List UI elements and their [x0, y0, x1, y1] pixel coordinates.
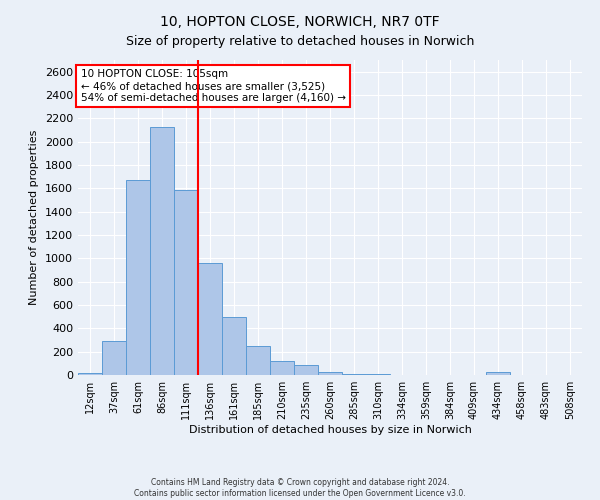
Text: 10, HOPTON CLOSE, NORWICH, NR7 0TF: 10, HOPTON CLOSE, NORWICH, NR7 0TF: [160, 15, 440, 29]
Bar: [270, 361, 294, 375]
Bar: [294, 364, 318, 375]
Bar: [366, 374, 390, 375]
Text: Size of property relative to detached houses in Norwich: Size of property relative to detached ho…: [126, 35, 474, 48]
Bar: [174, 190, 198, 375]
Bar: [198, 263, 222, 375]
X-axis label: Distribution of detached houses by size in Norwich: Distribution of detached houses by size …: [188, 425, 472, 435]
Text: Contains HM Land Registry data © Crown copyright and database right 2024.
Contai: Contains HM Land Registry data © Crown c…: [134, 478, 466, 498]
Bar: [78, 372, 102, 375]
Bar: [342, 374, 366, 375]
Bar: [246, 346, 270, 375]
Bar: [222, 316, 246, 375]
Bar: [150, 126, 174, 375]
Y-axis label: Number of detached properties: Number of detached properties: [29, 130, 40, 305]
Text: 10 HOPTON CLOSE: 105sqm
← 46% of detached houses are smaller (3,525)
54% of semi: 10 HOPTON CLOSE: 105sqm ← 46% of detache…: [80, 70, 346, 102]
Bar: [486, 372, 510, 375]
Bar: [318, 372, 342, 375]
Bar: [102, 341, 126, 375]
Bar: [126, 180, 150, 375]
